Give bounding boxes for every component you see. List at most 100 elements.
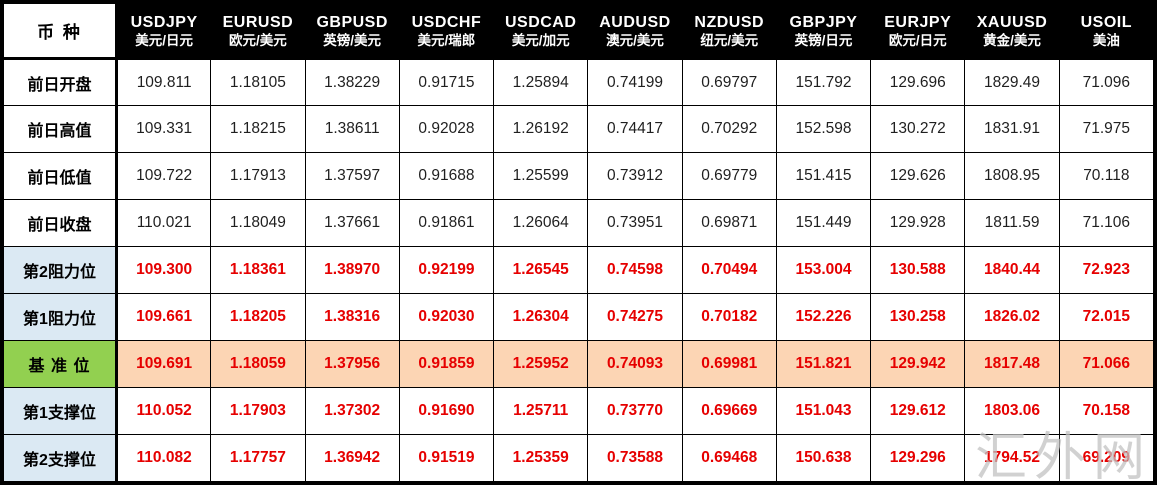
row-label: 第2支撑位 [3,434,118,482]
column-chinese-name: 纽元/美元 [700,33,759,49]
value-cell: 0.91861 [398,199,495,247]
value-cell: 1.18205 [210,293,306,341]
column-chinese-name: 澳元/美元 [606,33,664,49]
value-cell: 0.91715 [398,58,495,106]
value-cell: 0.70494 [681,246,777,294]
row-label: 前日低值 [3,152,118,200]
table-row: 基 准 位 109.691 1.18059 1.37956 0.91859 1.25952… [3,340,1154,388]
value-cell: 1.26064 [493,199,589,247]
column-header-usdcad: USDCAD 美元/加元 [493,3,589,60]
column-chinese-name: 美元/瑞郎 [417,33,476,49]
column-header-usdchf: USDCHF 美元/瑞郎 [398,3,495,60]
value-cell: 0.74417 [587,105,683,153]
column-header-eurusd: EURUSD 欧元/美元 [210,3,306,60]
row-label: 基 准 位 [3,340,118,388]
value-cell: 1.25711 [493,387,589,435]
value-cell: 0.91690 [398,387,495,435]
value-cell: 0.69981 [681,340,777,388]
value-cell: 0.73912 [587,152,683,200]
column-symbol: GBPJPY [789,13,858,31]
value-cell: 70.158 [1058,387,1154,435]
value-cell: 0.69797 [681,58,777,106]
column-header-usdjpy: USDJPY 美元/日元 [115,3,212,60]
value-cell: 72.015 [1058,293,1154,341]
value-cell: 1.37302 [304,387,400,435]
column-symbol: GBPUSD [316,13,388,31]
value-cell: 72.923 [1058,246,1154,294]
value-cell: 109.691 [115,340,212,388]
value-cell: 1.37956 [304,340,400,388]
value-cell: 71.096 [1058,58,1154,106]
value-cell: 0.91519 [398,434,495,482]
value-cell: 1.38611 [304,105,400,153]
value-cell: 129.626 [870,152,966,200]
value-cell: 0.73770 [587,387,683,435]
value-cell: 0.69468 [681,434,777,482]
value-cell: 109.661 [115,293,212,341]
column-header-xauusd: XAUUSD 黄金/美元 [964,3,1060,60]
value-cell: 0.73951 [587,199,683,247]
value-cell: 129.296 [870,434,966,482]
value-cell: 1.25894 [493,58,589,106]
value-cell: 152.598 [775,105,872,153]
value-cell: 1.38229 [304,58,400,106]
corner-header: 币 种 [3,3,118,60]
column-header-eurjpy: EURJPY 欧元/日元 [870,3,966,60]
value-cell: 151.415 [775,152,872,200]
value-cell: 152.226 [775,293,872,341]
column-chinese-name: 黄金/美元 [983,33,1041,49]
value-cell: 151.043 [775,387,872,435]
value-cell: 71.066 [1058,340,1154,388]
value-cell: 69.209 [1058,434,1154,482]
value-cell: 71.975 [1058,105,1154,153]
column-symbol: USDCAD [504,13,577,31]
value-cell: 1.25952 [493,340,589,388]
value-cell: 109.331 [115,105,212,153]
value-cell: 1.18361 [210,246,306,294]
value-cell: 153.004 [775,246,872,294]
table-row: 第2阻力位 109.300 1.18361 1.38970 0.92199 1.26545… [3,246,1154,294]
value-cell: 151.449 [775,199,872,247]
column-header-audusd: AUDUSD 澳元/美元 [587,3,683,60]
value-cell: 129.612 [870,387,966,435]
value-cell: 1808.95 [964,152,1060,200]
value-cell: 1831.91 [964,105,1060,153]
column-header-gbpusd: GBPUSD 英镑/美元 [304,3,400,60]
value-cell: 110.021 [115,199,212,247]
row-label: 第1支撑位 [3,387,118,435]
value-cell: 1.37597 [304,152,400,200]
value-cell: 0.91688 [398,152,495,200]
column-header-usoil: USOIL 美油 [1058,3,1154,60]
column-chinese-name: 英镑/美元 [323,33,382,49]
row-label: 前日收盘 [3,199,118,247]
column-symbol: AUDUSD [599,13,671,31]
value-cell: 130.258 [870,293,966,341]
value-cell: 1.17757 [210,434,306,482]
value-cell: 0.69779 [681,152,777,200]
column-symbol: USDCHF [411,13,482,31]
value-cell: 1.26192 [493,105,589,153]
table-row: 前日收盘 110.021 1.18049 1.37661 0.91861 1.26064 0… [3,199,1154,247]
column-chinese-name: 美元/日元 [135,33,194,49]
column-symbol: EURUSD [222,13,294,31]
column-chinese-name: 英镑/日元 [794,33,853,49]
value-cell: 1.38970 [304,246,400,294]
column-symbol: NZDUSD [694,13,765,31]
value-cell: 151.821 [775,340,872,388]
value-cell: 129.696 [870,58,966,106]
value-cell: 0.74275 [587,293,683,341]
row-label: 前日开盘 [3,58,118,106]
value-cell: 0.69871 [681,199,777,247]
value-cell: 109.722 [115,152,212,200]
value-cell: 0.70182 [681,293,777,341]
value-cell: 1.26545 [493,246,589,294]
value-cell: 1.17903 [210,387,306,435]
value-cell: 129.928 [870,199,966,247]
value-cell: 1.18059 [210,340,306,388]
value-cell: 110.082 [115,434,212,482]
value-cell: 0.92028 [398,105,495,153]
value-cell: 0.74199 [587,58,683,106]
value-cell: 1.38316 [304,293,400,341]
fx-pivot-table: 币 种 USDJPY 美元/日元 EURUSD 欧元/美元 GBPUSD 英镑/美元 USD… [3,3,1154,482]
